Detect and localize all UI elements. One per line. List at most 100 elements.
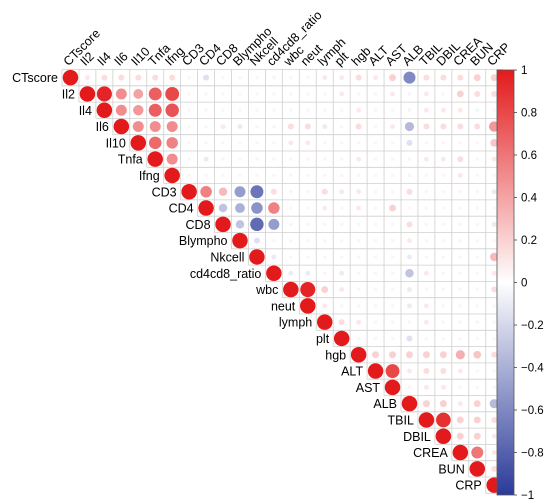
corr-circle-Il2-CD8 [221, 92, 225, 96]
corr-circle-plt-ALB [406, 335, 413, 342]
corr-circle-CD3-BUN [475, 190, 480, 194]
corr-circle-Il6-neut [304, 123, 311, 130]
corr-circle-CTscore-neut [306, 75, 310, 80]
corr-circle-plt-hgb [356, 336, 361, 341]
colorbar-tick-label: 0.6 [521, 150, 537, 162]
corr-circle-neut-plt [339, 304, 344, 308]
corr-circle-Nkcell-AST [390, 255, 395, 259]
corr-circle-CTscore-AST [389, 74, 396, 82]
corr-circle-CD4-cd4cd8_ratio [268, 202, 280, 214]
column-labels: CTscoreIl2Il4Il6Il10TnfaIfngCD3CD4CD8Bly… [61, 8, 513, 69]
corr-circle-Blympho-ALB [407, 238, 412, 244]
corr-circle-neut-CREA [458, 304, 463, 308]
corr-circle-DBIL-DBIL [435, 428, 452, 444]
corr-circle-AST-DBIL [440, 384, 446, 390]
corr-circle-Blympho-neut [306, 238, 310, 243]
corr-circle-Il6-Blympho [237, 124, 243, 129]
corr-circle-ALB-ALB [401, 395, 418, 412]
corr-circle-Nkcell-hgb [356, 255, 361, 259]
corr-circle-Il2-lymph [322, 92, 327, 96]
corr-circle-Il6-TBIL [423, 123, 430, 130]
corr-circle-Il2-CD4 [204, 92, 208, 96]
corr-circle-cd4cd8_ratio-BUN [475, 271, 480, 275]
corr-circle-cd4cd8_ratio-lymph [322, 271, 327, 275]
colorbar-tick-label: −0.4 [521, 363, 544, 375]
corr-circle-Nkcell-Nkcell [249, 249, 265, 265]
corr-circle-Il6-hgb [355, 123, 362, 130]
corr-circle-CD3-TBIL [424, 190, 429, 194]
corr-circle-Il4-hgb [356, 107, 362, 113]
corr-circle-Il4-Il10 [133, 105, 144, 116]
corr-circle-CTscore-Il6 [118, 74, 125, 81]
corr-circle-Tnfa-ALT [373, 157, 378, 161]
row-label-hgb: hgb [325, 348, 346, 362]
corr-circle-plt-ALT [373, 336, 378, 341]
corr-circle-cd4cd8_ratio-plt [339, 270, 345, 276]
corr-circle-CD8-neut [306, 222, 310, 227]
corr-circle-CD8-cd4cd8_ratio [268, 218, 280, 230]
corr-circle-lymph-CREA [458, 320, 463, 324]
corr-circle-Tnfa-ALB [407, 157, 412, 161]
corr-circle-Il6-CD4 [204, 124, 208, 129]
corr-circle-Ifng-AST [390, 173, 395, 178]
correlation-circles [62, 69, 502, 493]
corr-circle-Il6-cd4cd8_ratio [272, 124, 276, 129]
corr-circle-Blympho-BUN [475, 238, 480, 243]
corr-circle-neut-AST [390, 304, 395, 308]
corr-circle-Nkcell-CREA [458, 255, 463, 259]
corr-circle-CD8-DBIL [441, 222, 446, 227]
corr-circle-Il10-Tnfa [148, 136, 162, 150]
corr-circle-lymph-DBIL [441, 320, 446, 324]
corr-circle-Il2-Il6 [115, 88, 127, 100]
corr-circle-CD8-Nkcell [250, 217, 264, 232]
corr-circle-cd4cd8_ratio-cd4cd8_ratio [266, 265, 282, 281]
corr-circle-Ifng-wbc [289, 173, 293, 178]
corr-circle-Il10-cd4cd8_ratio [272, 141, 276, 145]
corr-circle-Il6-AST [390, 124, 395, 129]
corr-circle-CTscore-CREA [457, 74, 464, 81]
row-label-cd4cd8_ratio: cd4cd8_ratio [190, 267, 262, 281]
corr-circle-Il10-Nkcell [255, 141, 259, 145]
corr-circle-Ifng-CD4 [204, 173, 208, 178]
corr-circle-Il10-Blympho [238, 141, 242, 145]
corr-circle-CD8-Blympho [235, 220, 245, 229]
corr-circle-Ifng-BUN [475, 173, 480, 178]
corr-circle-neut-TBIL [423, 303, 429, 309]
corr-circle-Il6-ALT [373, 124, 378, 129]
corr-circle-CD8-CRP [491, 221, 497, 227]
corr-circle-CTscore-TBIL [423, 74, 430, 81]
corr-circle-Il10-plt [339, 141, 344, 145]
corr-circle-hgb-ALT [372, 351, 380, 359]
row-label-TBIL: TBIL [388, 413, 414, 427]
corr-circle-CD8-ALB [406, 221, 413, 228]
corr-circle-cd4cd8_ratio-TBIL [423, 270, 429, 276]
corr-circle-CD4-wbc [289, 206, 293, 210]
corr-circle-Il10-ALT [373, 141, 378, 145]
corr-circle-CD3-cd4cd8_ratio [270, 188, 277, 195]
corr-circle-Ifng-lymph [322, 173, 327, 178]
corr-circle-ALT-CRP [492, 369, 496, 373]
corr-circle-hgb-ALB [406, 351, 413, 359]
corr-circle-Il6-plt [339, 124, 344, 129]
corr-circle-CD4-ALT [373, 206, 378, 210]
corr-circle-Nkcell-CRP [489, 252, 499, 262]
row-label-Il10: Il10 [106, 136, 126, 150]
corr-circle-Ifng-ALT [373, 173, 378, 178]
corr-circle-CD4-Nkcell [251, 202, 263, 214]
corr-circle-TBIL-CRP [491, 416, 498, 423]
corr-circle-Il4-Il6 [115, 104, 127, 116]
corr-circle-Ifng-cd4cd8_ratio [272, 173, 276, 178]
corr-circle-Blympho-wbc [289, 238, 293, 243]
corr-circle-CD4-CD4 [198, 200, 214, 216]
corr-circle-CD8-plt [339, 222, 344, 227]
corr-circle-TBIL-DBIL [436, 412, 451, 428]
corr-circle-cd4cd8_ratio-neut [305, 270, 311, 276]
corr-circle-CD3-CD3 [181, 184, 197, 200]
corr-circle-wbc-BUN [475, 287, 480, 292]
corr-circle-neut-BUN [475, 304, 480, 308]
corr-circle-Nkcell-plt [339, 255, 344, 259]
corr-circle-CD8-AST [390, 222, 395, 227]
corr-circle-Tnfa-AST [390, 157, 395, 161]
corr-circle-hgb-TBIL [422, 351, 430, 359]
corr-circle-Tnfa-CRP [491, 156, 497, 162]
